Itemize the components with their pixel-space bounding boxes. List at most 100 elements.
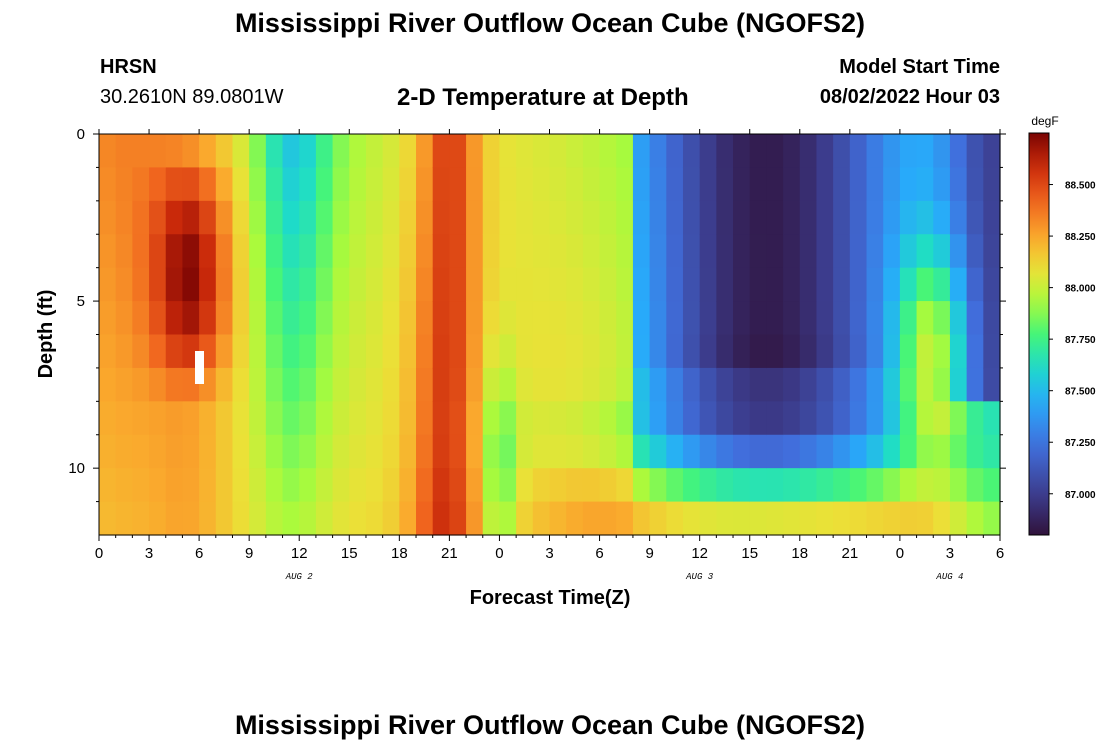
heatmap-cell (783, 367, 801, 402)
heatmap-cell (549, 167, 567, 202)
heatmap-cell (532, 301, 551, 336)
heatmap-cell (315, 401, 334, 436)
heatmap-cell (399, 334, 417, 369)
heatmap-cell (432, 434, 450, 469)
heatmap-cell (883, 267, 901, 302)
heatmap-cell (983, 401, 1001, 436)
heatmap-cell (549, 401, 567, 436)
heatmap-cell (699, 200, 717, 235)
heatmap-cell (315, 434, 334, 469)
heatmap-cell (132, 334, 150, 369)
heatmap-cell (365, 468, 384, 503)
heatmap-cell (332, 301, 350, 336)
heatmap-cell (449, 167, 467, 202)
heatmap-cell (666, 434, 684, 469)
colorbar-tick-label: 87.250 (1065, 438, 1096, 449)
heatmap-cell (432, 334, 450, 369)
heatmap-cell (566, 434, 584, 469)
heatmap-cell (966, 367, 984, 402)
heatmap-cell (799, 401, 818, 436)
heatmap-cell (883, 200, 901, 235)
heatmap-cell (332, 167, 350, 202)
colorbar-ticks: 87.000 87.250 87.500 87.750 88.000 88.250 88.5… (1049, 181, 1096, 501)
heatmap-cell (616, 468, 634, 503)
heatmap-cell (149, 468, 167, 503)
heatmap-cell (349, 367, 367, 402)
heatmap-cell (766, 434, 784, 469)
heatmap-cell (916, 367, 934, 402)
page-title: Mississippi River Outflow Ocean Cube (NG… (234, 8, 866, 38)
heatmap-cell (766, 167, 784, 202)
heatmap-cell (632, 301, 651, 336)
heatmap-cell (749, 501, 768, 536)
heatmap-cell (899, 434, 918, 469)
heatmap-cell (966, 501, 984, 536)
heatmap-cell (883, 468, 901, 503)
heatmap-cell (766, 134, 784, 169)
heatmap-cell (449, 234, 467, 269)
heatmap-cell (265, 234, 284, 269)
heatmap-cell (766, 401, 784, 436)
heatmap-cell (466, 234, 484, 269)
heatmap-cell (916, 167, 934, 202)
heatmap-cell (616, 267, 634, 302)
heatmap-cell (649, 501, 667, 536)
heatmap-cell (966, 134, 984, 169)
heatmap-cell (866, 501, 884, 536)
heatmap-cell (716, 134, 734, 169)
heatmap-cell (265, 367, 284, 402)
station-coords: 30.2610N 89.0801W (100, 86, 284, 108)
heatmap-cell (282, 468, 300, 503)
heatmap-cell (866, 334, 884, 369)
heatmap-cell (182, 401, 200, 436)
heatmap-cell (816, 401, 834, 436)
plot-title: 2-D Temperature at Depth (397, 84, 689, 111)
heatmap-cell (416, 468, 434, 503)
y-tick-label: 0 (77, 126, 85, 143)
heatmap-cell (399, 501, 417, 536)
heatmap-cell (582, 167, 601, 202)
heatmap-cell (733, 200, 751, 235)
heatmap-cell (182, 167, 200, 202)
heatmap-cell (482, 367, 501, 402)
heatmap-cell (582, 401, 601, 436)
heatmap-cell (733, 267, 751, 302)
heatmap-cell (115, 434, 133, 469)
heatmap-cell (215, 267, 234, 302)
heatmap-cell (449, 200, 467, 235)
heatmap-cell (315, 200, 334, 235)
heatmap-cell (849, 301, 868, 336)
heatmap-cell (516, 334, 534, 369)
heatmap-cell (132, 301, 150, 336)
heatmap-cell (983, 501, 1001, 536)
heatmap-cells (99, 134, 1001, 536)
heatmap-cell (482, 267, 501, 302)
heatmap-cell (249, 367, 267, 402)
heatmap-cell (165, 134, 184, 169)
heatmap-cell (849, 434, 868, 469)
heatmap-cell (749, 367, 768, 402)
heatmap-cell (799, 334, 818, 369)
heatmap-cell (949, 367, 968, 402)
heatmap-cell (299, 468, 317, 503)
heatmap-cell (516, 234, 534, 269)
heatmap-cell (282, 200, 300, 235)
heatmap-cell (365, 234, 384, 269)
heatmap-cell (99, 367, 117, 402)
heatmap-cell (682, 267, 701, 302)
heatmap-cell (682, 468, 701, 503)
heatmap-cell (282, 401, 300, 436)
y-tick-label: 5 (77, 293, 85, 310)
heatmap-cell (299, 200, 317, 235)
heatmap-cell (616, 200, 634, 235)
heatmap-cell (449, 334, 467, 369)
x-tick-label: 0 (495, 545, 503, 562)
heatmap-cell (199, 301, 217, 336)
heatmap-cell (232, 367, 250, 402)
heatmap-cell (616, 134, 634, 169)
heatmap-cell (582, 234, 601, 269)
heatmap-cell (382, 267, 400, 302)
heatmap-cell (182, 134, 200, 169)
heatmap-cell (466, 468, 484, 503)
heatmap-cell (666, 301, 684, 336)
